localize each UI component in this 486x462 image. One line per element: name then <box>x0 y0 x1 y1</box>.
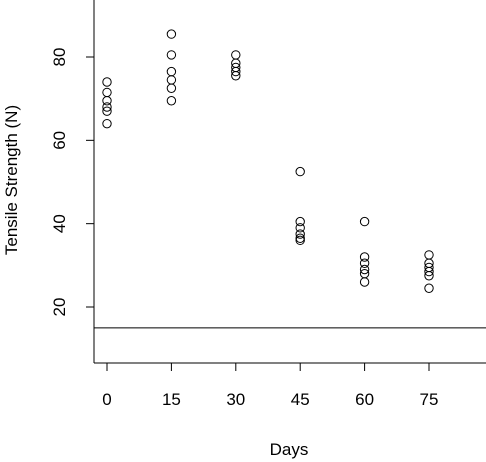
x-tick-label: 75 <box>420 390 439 409</box>
x-ticks: 0 15 30 45 60 75 <box>102 363 438 409</box>
data-points <box>102 29 434 293</box>
data-point <box>359 277 370 287</box>
data-point <box>424 250 434 260</box>
data-point <box>166 75 177 85</box>
y-axis-title: Tensile Strength (N) <box>2 105 21 255</box>
data-point <box>424 283 434 293</box>
y-ticks: 20 40 60 80 <box>50 48 94 317</box>
data-point <box>166 66 177 77</box>
data-point <box>166 29 177 39</box>
y-tick-label: 40 <box>50 214 69 233</box>
data-point <box>102 106 112 116</box>
data-point <box>102 96 112 106</box>
data-point <box>295 235 305 246</box>
data-point <box>102 118 112 129</box>
y-tick-label: 60 <box>50 131 69 150</box>
data-point <box>166 83 177 93</box>
data-point <box>295 223 305 233</box>
data-point <box>231 66 241 77</box>
data-point <box>359 252 370 262</box>
y-tick-label: 20 <box>50 298 69 317</box>
data-point <box>359 264 370 275</box>
axes <box>93 0 486 364</box>
x-axis-title: Days <box>270 440 309 459</box>
data-point <box>359 258 370 268</box>
data-point <box>295 166 305 177</box>
x-tick-label: 30 <box>226 390 245 409</box>
data-point <box>102 77 112 87</box>
data-point <box>424 266 434 277</box>
data-point <box>231 71 241 81</box>
data-point <box>359 216 370 227</box>
x-tick-label: 0 <box>102 390 111 409</box>
data-point <box>166 50 177 60</box>
data-point <box>231 50 241 60</box>
data-point <box>295 216 305 227</box>
data-point <box>166 96 177 106</box>
data-point <box>102 102 112 112</box>
data-point <box>295 229 305 239</box>
data-point <box>424 271 434 281</box>
x-tick-label: 60 <box>355 390 374 409</box>
x-tick-label: 15 <box>162 390 181 409</box>
data-point <box>102 87 112 98</box>
y-tick-label: 80 <box>50 48 69 67</box>
x-tick-label: 45 <box>291 390 310 409</box>
